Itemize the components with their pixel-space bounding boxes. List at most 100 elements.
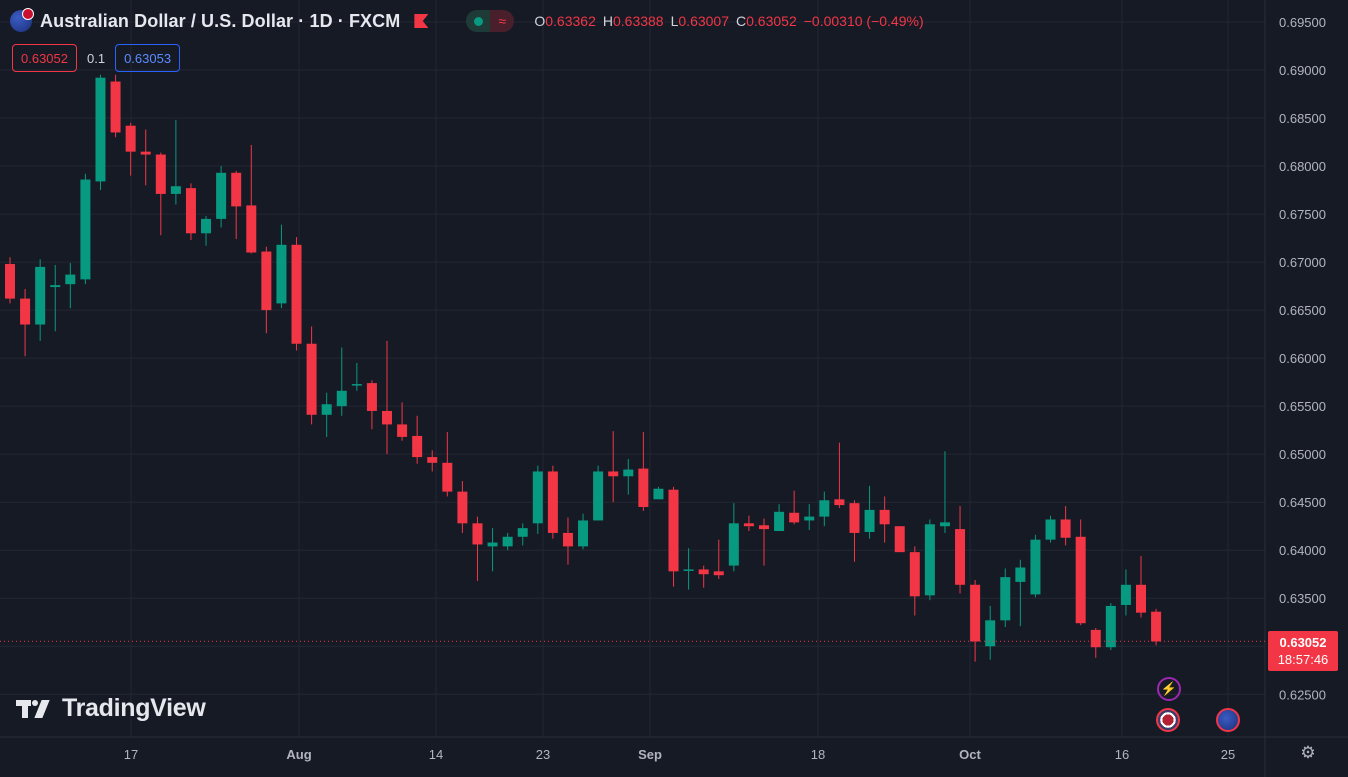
candle-body[interactable] [276,244,287,304]
x-tick-label: Sep [638,747,662,762]
candle-body[interactable] [185,188,196,234]
symbol-title[interactable]: Australian Dollar / U.S. Dollar · 1D · F… [40,10,401,31]
sell-button[interactable]: 0.63052 [12,44,77,72]
candle-body[interactable] [155,154,166,194]
us-flag-icon[interactable] [1156,708,1180,732]
candle-body[interactable] [924,524,935,596]
candle-body[interactable] [231,172,242,207]
symbol-header: Australian Dollar / U.S. Dollar · 1D · F… [10,8,924,34]
candle-body[interactable] [306,343,317,415]
candle-body[interactable] [623,469,634,477]
candle-body[interactable] [804,516,815,521]
candle-body[interactable] [562,532,573,547]
alert-icon[interactable] [414,14,429,28]
candle-body[interactable] [985,620,996,647]
candle-body[interactable] [351,384,362,386]
candle-body[interactable] [517,528,528,537]
candle-body[interactable] [955,529,966,585]
candle-body[interactable] [608,471,619,477]
tradingview-logo-icon [16,698,54,720]
candle-body[interactable] [382,410,392,425]
candle-body[interactable] [1015,567,1026,582]
candle-body[interactable] [698,569,709,575]
gear-icon[interactable]: ⚙ [1300,743,1316,762]
candle-body[interactable] [457,491,468,524]
wave-icon[interactable]: ≈ [490,10,515,32]
y-tick-label: 0.64500 [1279,495,1326,510]
candle-body[interactable] [1030,539,1041,595]
candle-body[interactable] [291,244,302,344]
candle-body[interactable] [502,536,513,547]
market-status-pill[interactable]: ≈ [466,10,515,32]
candle-body[interactable] [5,264,15,299]
candle-body[interactable] [412,435,423,458]
candle-body[interactable] [140,151,151,155]
candle-body[interactable] [864,509,875,532]
candle-body[interactable] [20,298,31,325]
trade-panel: 0.63052 0.1 0.63053 [12,44,181,72]
candle-body[interactable] [442,462,453,492]
candle-body[interactable] [216,172,227,219]
candle-body[interactable] [125,125,136,152]
candle-body[interactable] [1060,519,1071,538]
lightning-icon[interactable]: ⚡ [1157,677,1181,701]
low-label: L [670,13,679,29]
candle-body[interactable] [366,383,377,411]
candle-body[interactable] [336,390,347,407]
candle-body[interactable] [774,511,785,532]
candle-body[interactable] [547,471,558,533]
tradingview-logo[interactable]: TradingView [16,694,206,723]
buy-button[interactable]: 0.63053 [115,44,181,72]
candle-body[interactable] [35,266,46,325]
candle-body[interactable] [653,488,664,500]
candle-body[interactable] [50,285,61,288]
candle-body[interactable] [1151,611,1162,642]
x-tick-label: 17 [124,747,138,762]
candle-body[interactable] [879,509,890,525]
candle-body[interactable] [819,500,830,517]
market-open-icon[interactable] [466,10,491,32]
candle-body[interactable] [894,526,905,553]
candle-body[interactable] [1136,584,1146,613]
candle-body[interactable] [593,471,604,521]
candle-body[interactable] [532,471,543,524]
candle-body[interactable] [261,251,272,311]
audusd-flag-icon [10,8,34,32]
candle-body[interactable] [487,542,498,547]
candle-body[interactable] [246,205,257,253]
candle-body[interactable] [1045,519,1056,540]
candle-body[interactable] [427,457,438,463]
candle-body[interactable] [1000,577,1011,621]
candle-body[interactable] [170,186,181,194]
candle-body[interactable] [789,512,800,523]
candle-body[interactable] [95,77,106,182]
candle-body[interactable] [970,584,981,642]
candle-body[interactable] [578,520,589,547]
candle-body[interactable] [683,569,694,571]
candle-body[interactable] [1075,536,1086,624]
candle-body[interactable] [1090,629,1101,648]
candle-body[interactable] [65,274,76,285]
candle-body[interactable] [909,552,920,597]
candle-body[interactable] [472,523,483,545]
candle-body[interactable] [743,523,754,527]
candle-body[interactable] [638,468,649,508]
candle-body[interactable] [321,404,332,415]
candle-body[interactable] [397,424,408,437]
candle-body[interactable] [80,179,91,280]
candle-body[interactable] [201,218,212,234]
candle-body[interactable] [668,489,679,572]
candle-body[interactable] [834,499,845,506]
candle-body[interactable] [713,571,724,576]
candle-body[interactable] [728,523,739,566]
candle-body[interactable] [849,503,860,533]
candle-body[interactable] [1120,584,1131,605]
y-tick-label: 0.69500 [1279,15,1326,30]
candle-body[interactable] [1105,605,1116,648]
ohlc-readout: O0.63362 H0.63388 L0.63007 C0.63052 −0.0… [534,13,923,29]
au-flag-icon[interactable] [1216,708,1240,732]
candle-body[interactable] [939,522,950,527]
candle-body[interactable] [759,525,769,530]
candle-body[interactable] [110,81,121,133]
